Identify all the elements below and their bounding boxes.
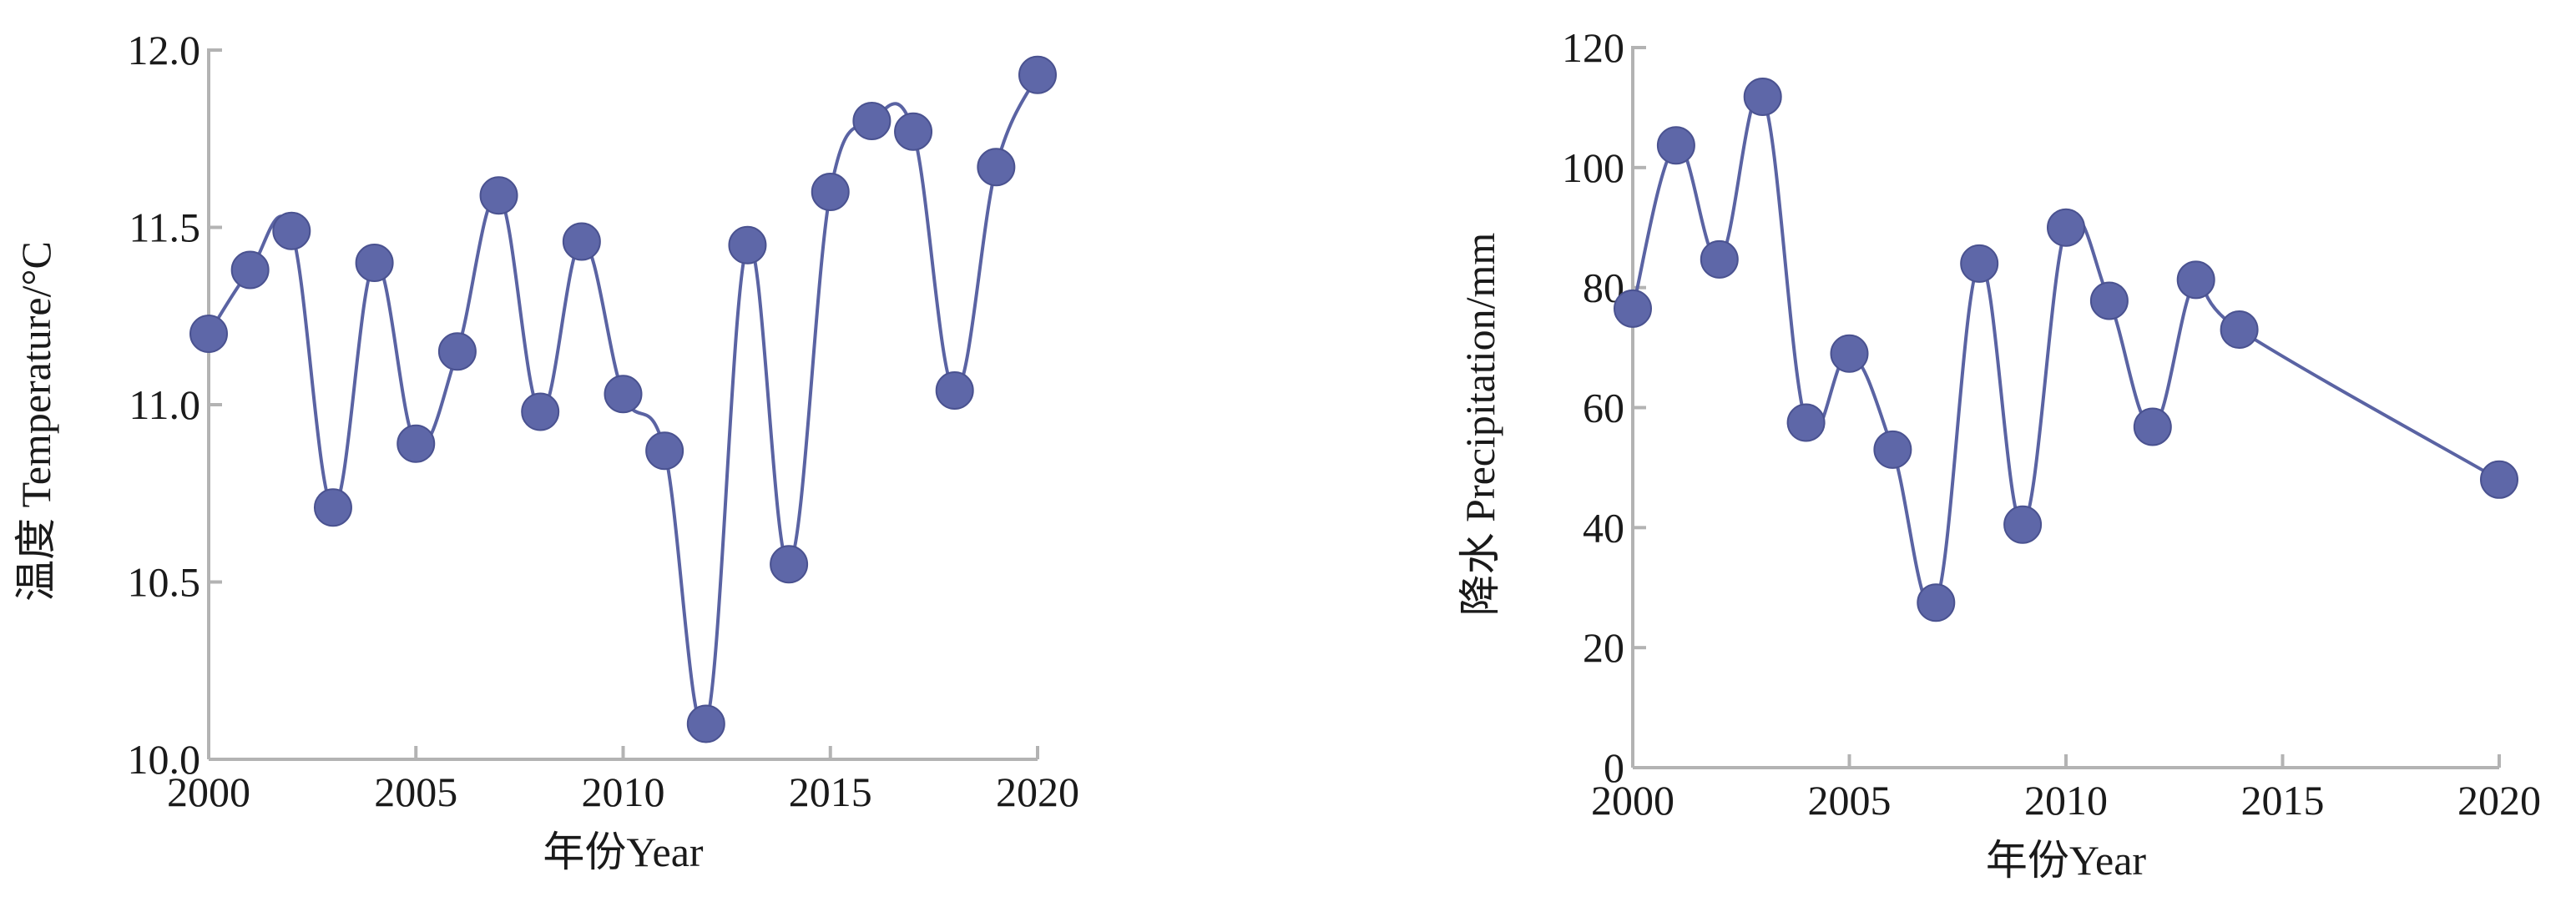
data-point [1917, 583, 1956, 622]
x-tick-label: 2000 [1591, 777, 1674, 824]
data-point [355, 244, 394, 282]
y-tick-label: 0 [1604, 744, 1624, 791]
x-tick-label: 2015 [2241, 777, 2325, 824]
y-tick-label: 10.5 [128, 559, 201, 606]
series-line [1631, 92, 2500, 610]
data-point [2176, 260, 2215, 300]
data-point [479, 176, 518, 215]
y-tick-label: 12.0 [128, 27, 201, 73]
data-point [728, 225, 767, 265]
y-axis-title: 温度 Temperature/°C [13, 241, 59, 602]
y-tick-label: 40 [1583, 504, 1624, 551]
data-point [1873, 430, 1912, 469]
data-point [2133, 407, 2172, 446]
x-tick-label: 2010 [2024, 777, 2108, 824]
data-point [894, 112, 933, 151]
data-point [686, 704, 725, 743]
data-point [645, 431, 684, 471]
x-tick-label: 2005 [1808, 777, 1892, 824]
series-line [207, 73, 1039, 729]
x-tick-label: 2005 [374, 768, 457, 815]
data-point [313, 488, 352, 527]
y-tick-label: 11.5 [129, 204, 200, 251]
data-point [852, 102, 891, 140]
y-tick-label: 20 [1583, 624, 1624, 671]
data-point [1656, 126, 1695, 165]
data-point [604, 375, 643, 414]
data-point [770, 545, 809, 584]
temperature-chart: 10.0 10.5 11.0 11.5 12.0 2000 2005 2010 2015 2020… [13, 27, 1079, 875]
data-point [811, 173, 850, 211]
y-tick-label: 100 [1562, 144, 1624, 191]
data-point [230, 250, 270, 290]
x-tick-label: 2020 [996, 768, 1079, 815]
y-tick-label: 10.0 [128, 736, 201, 783]
data-point [189, 315, 228, 353]
y-tick-label: 60 [1583, 385, 1624, 431]
data-point [272, 211, 311, 250]
data-point [2003, 505, 2043, 544]
data-point [562, 222, 601, 261]
data-point [1018, 55, 1057, 94]
y-tick-label: 120 [1562, 24, 1624, 71]
y-tick-label: 11.0 [129, 381, 200, 428]
data-point [1614, 289, 1652, 328]
x-tick-label: 2000 [167, 768, 250, 815]
data-point [521, 392, 560, 431]
data-point [1960, 244, 1999, 283]
data-point [2480, 460, 2518, 499]
data-point [1786, 403, 1826, 442]
data-point [2047, 208, 2085, 247]
x-tick-label: 2020 [2457, 777, 2541, 824]
data-point [1700, 239, 1739, 279]
y-axis-title: 降水 Precipitation/mm [1457, 233, 1503, 617]
data-point [935, 371, 974, 410]
data-point [2089, 281, 2129, 320]
x-axis-title: 年份Year [1986, 837, 2146, 884]
data-point [1743, 77, 1782, 116]
data-point [2220, 310, 2259, 350]
x-tick-label: 2015 [789, 768, 872, 815]
data-point [437, 332, 477, 371]
data-point [977, 148, 1016, 187]
x-axis-title: 年份Year [543, 829, 703, 875]
x-tick-label: 2010 [582, 768, 665, 815]
data-point [1830, 334, 1869, 373]
data-point [397, 424, 436, 463]
